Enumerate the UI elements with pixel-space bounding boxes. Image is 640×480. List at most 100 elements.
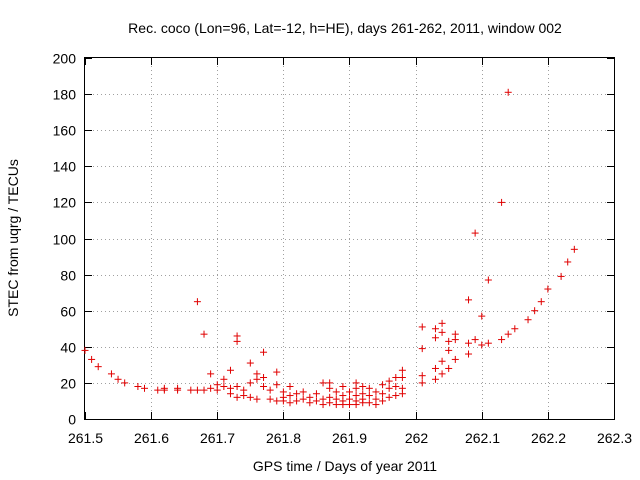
data-point (154, 386, 162, 394)
data-point (471, 229, 479, 237)
data-point (339, 401, 347, 409)
data-point (306, 399, 314, 407)
data-point (207, 384, 215, 392)
data-point (273, 381, 281, 389)
x-tick-label: 261.9 (332, 430, 367, 446)
data-point (379, 390, 387, 398)
data-point (498, 336, 506, 344)
data-point (332, 401, 340, 409)
data-point (207, 370, 215, 378)
data-point (160, 384, 168, 392)
data-point (504, 330, 512, 338)
x-tick-label: 261.7 (200, 430, 235, 446)
data-point (524, 316, 532, 324)
data-point (484, 339, 492, 347)
data-point (81, 346, 89, 354)
y-tick-label: 0 (68, 412, 76, 428)
data-point (445, 346, 453, 354)
data-point (431, 325, 439, 333)
data-point (359, 383, 367, 391)
data-point (385, 393, 393, 401)
data-point (273, 397, 281, 405)
data-point (418, 372, 426, 380)
x-tick-label: 261.8 (266, 430, 301, 446)
data-point (246, 393, 254, 401)
data-point (220, 375, 228, 383)
y-axis-label: STEC from uqrg / TECUs (5, 159, 21, 317)
data-point (94, 363, 102, 371)
data-point (193, 386, 201, 394)
data-points (81, 88, 578, 409)
data-point (445, 364, 453, 372)
data-point (392, 383, 400, 391)
data-point (286, 392, 294, 400)
gridlines (85, 58, 614, 419)
data-point (299, 395, 307, 403)
data-point (365, 399, 373, 407)
data-point (346, 388, 353, 396)
data-point (246, 359, 254, 367)
y-tick-label: 140 (53, 159, 77, 175)
data-point (471, 336, 479, 344)
data-point (498, 198, 506, 206)
data-point (187, 386, 195, 394)
x-tick-label: 261.5 (68, 430, 103, 446)
data-point (418, 379, 426, 387)
data-point (200, 330, 208, 338)
data-point (537, 298, 545, 306)
data-point (385, 384, 393, 392)
data-point (544, 285, 552, 293)
data-point (451, 355, 459, 363)
y-tick-label: 60 (60, 304, 76, 320)
data-point (484, 276, 492, 284)
data-point (398, 366, 406, 374)
data-point (326, 384, 334, 392)
data-point (339, 383, 347, 391)
data-point (359, 399, 367, 407)
data-point (260, 383, 268, 391)
data-point (312, 397, 320, 405)
data-point (121, 379, 129, 387)
data-point (346, 401, 353, 409)
data-point (504, 88, 512, 96)
data-point (570, 245, 578, 253)
data-point (213, 386, 221, 394)
data-point (134, 383, 142, 391)
chart-title: Rec. coco (Lon=96, Lat=-12, h=HE), days … (128, 20, 562, 36)
data-point (253, 395, 261, 403)
data-point (226, 384, 234, 392)
data-point (273, 368, 281, 376)
data-point (379, 381, 387, 389)
data-point (379, 397, 387, 405)
data-point (253, 375, 261, 383)
data-point (174, 384, 182, 392)
data-point (279, 397, 287, 405)
y-tick-label: 180 (53, 87, 77, 103)
data-point (193, 298, 201, 306)
data-point (220, 383, 228, 391)
data-point (365, 384, 373, 392)
data-point (465, 350, 473, 358)
data-point (326, 399, 334, 407)
data-point (438, 328, 446, 336)
axis-ticks: 0 20 40 60 80 100 120 140 160 180 200 261.5 261.6 261… (53, 51, 633, 447)
x-tick-label: 261.6 (134, 430, 169, 446)
y-tick-label: 20 (60, 376, 76, 392)
data-point (372, 401, 380, 409)
data-point (431, 364, 439, 372)
data-point (392, 392, 400, 400)
data-point (564, 258, 572, 266)
data-point (392, 373, 400, 381)
data-point (445, 337, 453, 345)
data-point (398, 390, 406, 398)
data-point (385, 377, 393, 385)
data-point (293, 397, 301, 405)
data-point (465, 339, 473, 347)
data-point (240, 386, 248, 394)
y-tick-label: 100 (53, 232, 77, 248)
y-tick-label: 40 (60, 340, 76, 356)
x-axis-label: GPS time / Days of year 2011 (253, 458, 437, 474)
data-point (438, 357, 446, 365)
data-point (286, 383, 294, 391)
data-point (451, 336, 459, 344)
